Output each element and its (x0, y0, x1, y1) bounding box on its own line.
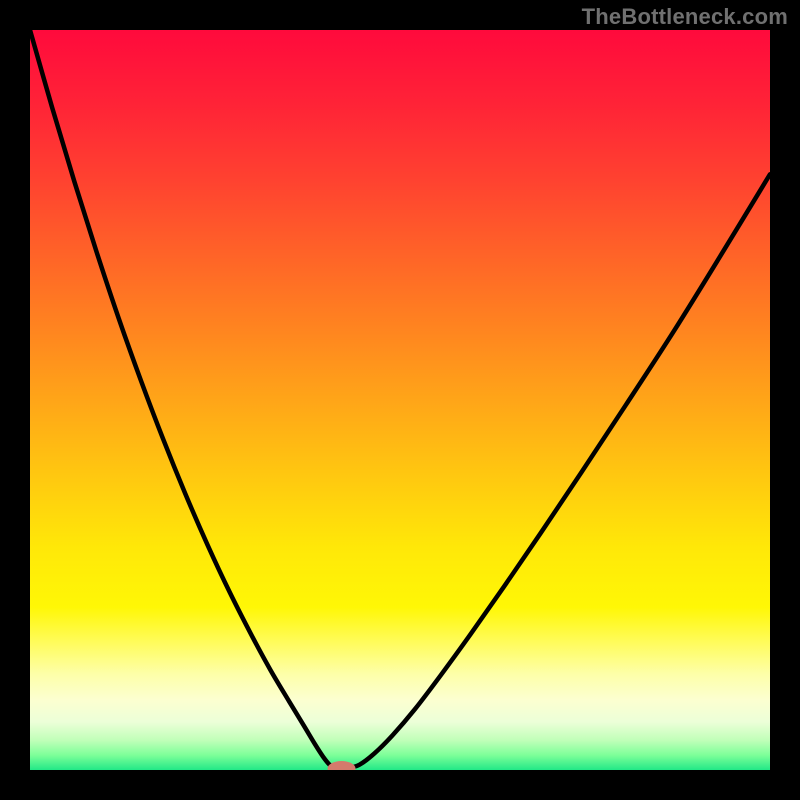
frame-right (770, 0, 800, 800)
watermark-text: TheBottleneck.com (582, 4, 788, 30)
plot-background (30, 30, 770, 770)
bottleneck-chart: TheBottleneck.com (0, 0, 800, 800)
chart-svg (0, 0, 800, 800)
frame-left (0, 0, 30, 800)
frame-bottom (0, 770, 800, 800)
